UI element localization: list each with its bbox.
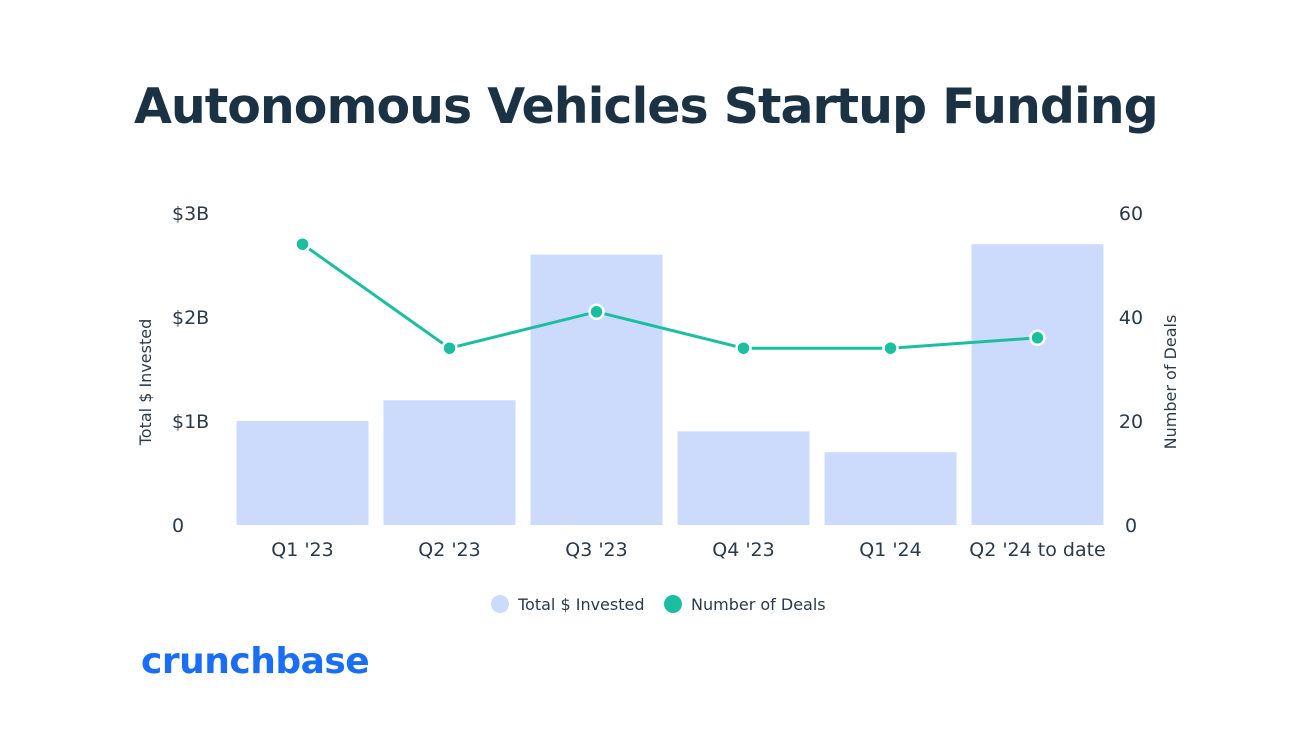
legend-bar-swatch bbox=[491, 595, 509, 613]
chart-title: Autonomous Vehicles Startup Funding bbox=[134, 78, 1159, 135]
x-tick-label-1: Q2 '23 bbox=[418, 539, 480, 561]
bar-2 bbox=[530, 254, 663, 525]
bar-1 bbox=[383, 400, 516, 525]
x-tick-label-4: Q1 '24 bbox=[859, 539, 921, 561]
deals-point-1 bbox=[441, 339, 458, 357]
x-tick-label-5: Q2 '24 to date bbox=[969, 539, 1105, 561]
left-tick-label-2: $2B bbox=[172, 307, 209, 329]
deals-line bbox=[301, 242, 1038, 350]
x-tick-label-3: Q4 '23 bbox=[712, 539, 774, 561]
left-tick-label-3: $3B bbox=[172, 203, 209, 225]
right-axis-title: Number of Deals bbox=[1161, 315, 1180, 450]
x-tick-label-2: Q3 '23 bbox=[565, 539, 627, 561]
bars-layer bbox=[236, 244, 1104, 525]
right-tick-label-3: 60 bbox=[1119, 203, 1143, 225]
right-tick-label-0: 0 bbox=[1125, 515, 1137, 537]
left-tick-label-0: 0 bbox=[172, 515, 184, 537]
bar-0 bbox=[236, 421, 369, 525]
deals-point-2 bbox=[588, 303, 605, 321]
line-layer bbox=[301, 242, 1038, 350]
left-axis-title: Total $ Invested bbox=[136, 319, 155, 447]
left-tick-label-1: $1B bbox=[172, 411, 209, 433]
legend-bar-label: Total $ Invested bbox=[517, 595, 645, 614]
bar-3 bbox=[677, 431, 810, 525]
deals-point-4 bbox=[882, 339, 899, 357]
right-tick-label-1: 20 bbox=[1119, 411, 1143, 433]
legend: Total $ Invested Number of Deals bbox=[491, 595, 826, 614]
deals-point-0 bbox=[294, 235, 311, 253]
left-axis-ticks: 0 $1B $2B $3B bbox=[172, 203, 209, 537]
x-tick-label-0: Q1 '23 bbox=[271, 539, 333, 561]
deals-point-3 bbox=[735, 339, 752, 357]
crunchbase-logo: crunchbase bbox=[141, 641, 370, 682]
legend-line-swatch bbox=[664, 595, 682, 613]
legend-line-label: Number of Deals bbox=[691, 595, 826, 614]
bar-4 bbox=[824, 452, 957, 525]
right-tick-label-2: 40 bbox=[1119, 307, 1143, 329]
bar-5 bbox=[971, 244, 1104, 525]
right-axis-ticks: 0 20 40 60 bbox=[1119, 203, 1143, 537]
deals-point-5 bbox=[1029, 329, 1046, 347]
markers-layer bbox=[294, 235, 1046, 357]
x-axis-ticks: Q1 '23 Q2 '23 Q3 '23 Q4 '23 Q1 '24 Q2 '24 to … bbox=[271, 539, 1105, 561]
